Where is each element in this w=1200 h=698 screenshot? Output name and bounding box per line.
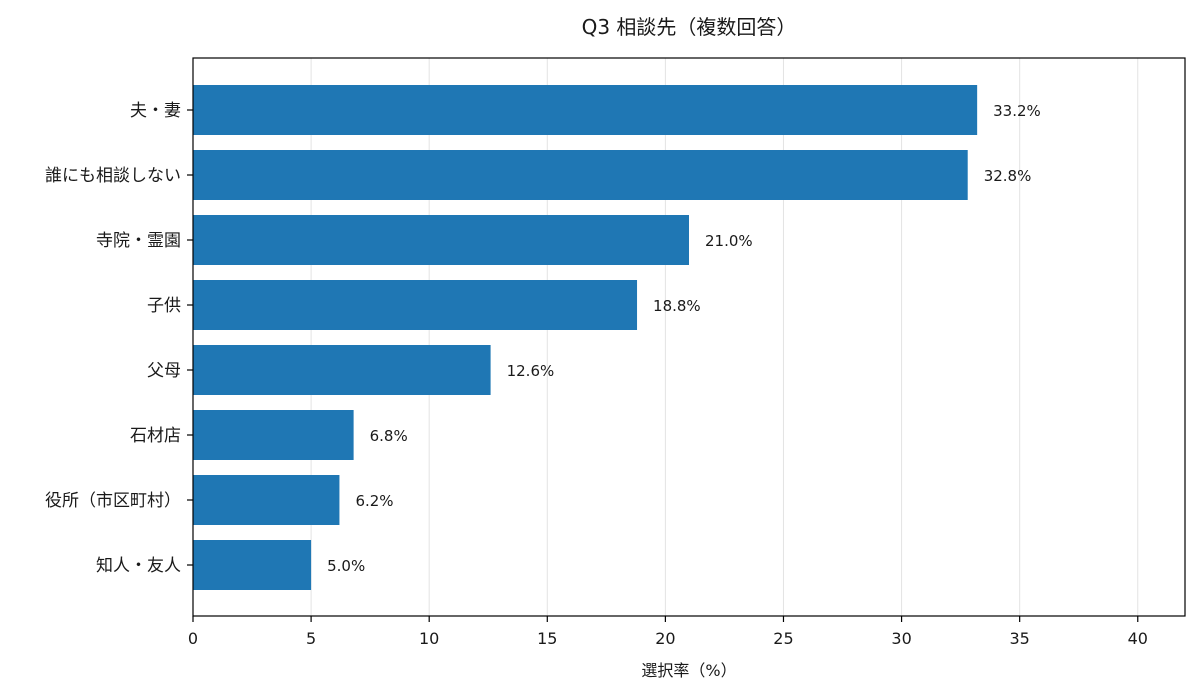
bar-value-label: 6.8% bbox=[370, 427, 408, 445]
bar-value-label: 21.0% bbox=[705, 232, 753, 250]
x-tick-label: 10 bbox=[419, 629, 439, 648]
bar bbox=[193, 215, 689, 265]
chart-title: Q3 相談先（複数回答） bbox=[582, 15, 797, 39]
bar-value-label: 12.6% bbox=[507, 362, 555, 380]
category-label: 寺院・霊園 bbox=[96, 231, 181, 251]
bar-value-label: 5.0% bbox=[327, 557, 365, 575]
category-label: 子供 bbox=[147, 296, 181, 316]
bar-value-label: 33.2% bbox=[993, 102, 1041, 120]
value-labels-layer: 33.2% 32.8% 21.0% 18.8% 12.6% 6.8% 6.2% 5.0% bbox=[327, 102, 1041, 575]
bar-value-label: 6.2% bbox=[355, 492, 393, 510]
x-tick-label: 5 bbox=[306, 629, 316, 648]
bar bbox=[193, 540, 312, 590]
plot-frame bbox=[192, 57, 1186, 617]
x-tick-label: 30 bbox=[891, 629, 911, 648]
x-tick-label: 25 bbox=[773, 629, 793, 648]
x-tick-label: 40 bbox=[1128, 629, 1148, 648]
bar-value-label: 32.8% bbox=[984, 167, 1032, 185]
category-label: 夫・妻 bbox=[130, 101, 181, 121]
category-label: 知人・友人 bbox=[96, 556, 181, 576]
bars-layer bbox=[193, 85, 978, 590]
bar bbox=[193, 475, 340, 525]
x-tick-label: 35 bbox=[1009, 629, 1029, 648]
category-label: 父母 bbox=[147, 361, 181, 381]
bar bbox=[193, 280, 638, 330]
grid-layer bbox=[310, 58, 1139, 616]
x-tick-label: 15 bbox=[537, 629, 557, 648]
bar bbox=[193, 85, 978, 135]
bar bbox=[193, 410, 354, 460]
category-label: 役所（市区町村） bbox=[45, 491, 181, 511]
bar-value-label: 18.8% bbox=[653, 297, 701, 315]
category-label: 石材店 bbox=[130, 426, 181, 446]
bar bbox=[193, 345, 491, 395]
bar bbox=[193, 150, 968, 200]
x-ticks-layer: 0 5 10 15 20 25 30 35 40 bbox=[188, 616, 1148, 648]
x-axis-label: 選択率（%） bbox=[641, 661, 736, 680]
x-tick-label: 0 bbox=[188, 629, 198, 648]
category-label: 誰にも相談しない bbox=[45, 166, 181, 186]
x-tick-label: 20 bbox=[655, 629, 675, 648]
